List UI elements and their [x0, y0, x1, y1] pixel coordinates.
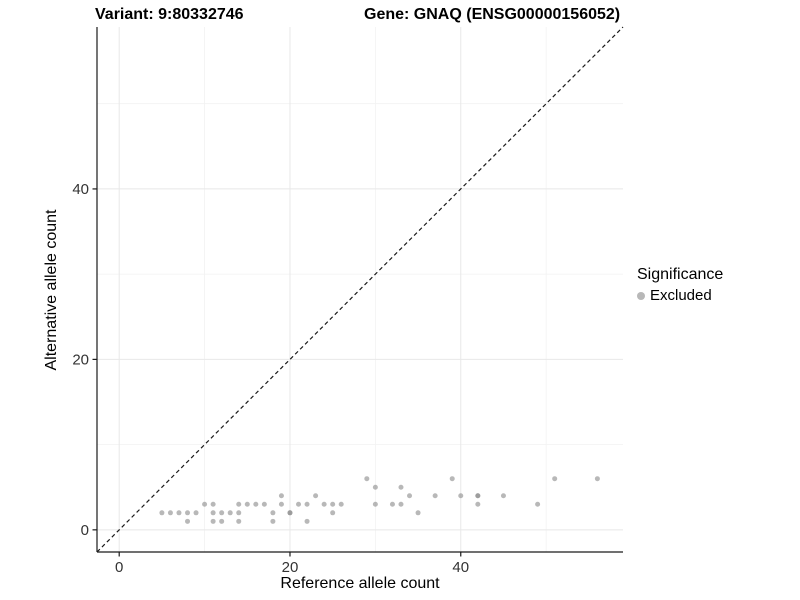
data-point — [287, 510, 293, 516]
data-point — [236, 501, 242, 507]
data-point — [535, 501, 541, 507]
data-point — [185, 518, 191, 524]
data-point — [364, 476, 370, 482]
data-point — [432, 493, 438, 499]
identity-dashed-line — [96, 26, 624, 553]
plot-title-gene: Gene: GNAQ (ENSG00000156052) — [364, 6, 621, 23]
data-point — [176, 510, 182, 516]
data-point — [219, 510, 225, 516]
legend-title: Significance — [637, 266, 724, 283]
x-tick-label: 20 — [282, 559, 299, 576]
data-point — [313, 493, 319, 499]
data-point — [321, 501, 327, 507]
data-point — [236, 510, 242, 516]
data-point — [594, 476, 600, 482]
data-point — [210, 510, 216, 516]
data-point — [372, 484, 378, 490]
data-point — [270, 518, 276, 524]
legend-item-label: Excluded — [650, 287, 712, 304]
data-point — [552, 476, 558, 482]
legend-point-icon — [637, 291, 645, 300]
y-tick-label: 0 — [81, 522, 89, 539]
data-point — [449, 476, 455, 482]
data-point — [244, 501, 250, 507]
data-point — [372, 501, 378, 507]
data-point — [210, 501, 216, 507]
data-point — [475, 501, 481, 507]
data-point — [270, 510, 276, 516]
data-point — [389, 501, 395, 507]
data-point — [202, 501, 208, 507]
data-point — [296, 501, 302, 507]
data-point — [500, 493, 506, 499]
y-tick-label: 40 — [72, 181, 89, 198]
plot-title-variant: Variant: 9:80332746 — [95, 6, 244, 23]
data-point — [193, 510, 199, 516]
y-tick-label: 20 — [72, 351, 89, 368]
data-point — [330, 510, 336, 516]
data-point — [227, 510, 233, 516]
x-tick-label: 40 — [452, 559, 469, 576]
data-point — [475, 493, 481, 499]
data-point — [185, 510, 191, 516]
x-tick-label: 0 — [115, 559, 123, 576]
data-point — [304, 518, 310, 524]
y-axis-title: Alternative allele count — [43, 209, 60, 371]
x-axis-title: Reference allele count — [280, 575, 440, 592]
data-point — [398, 501, 404, 507]
data-point — [261, 501, 267, 507]
data-point — [278, 493, 284, 499]
data-point — [330, 501, 336, 507]
legend-item-excluded: Excluded — [637, 287, 723, 304]
data-point — [278, 501, 284, 507]
data-point — [210, 518, 216, 524]
data-point — [167, 510, 173, 516]
data-point — [458, 493, 464, 499]
data-point — [253, 501, 259, 507]
data-point — [415, 510, 421, 516]
data-point — [304, 501, 310, 507]
data-point — [398, 484, 404, 490]
data-point — [338, 501, 344, 507]
data-point — [219, 518, 225, 524]
data-point — [407, 493, 413, 499]
data-point — [236, 518, 242, 524]
data-point — [159, 510, 165, 516]
legend: Significance Excluded — [637, 266, 723, 304]
